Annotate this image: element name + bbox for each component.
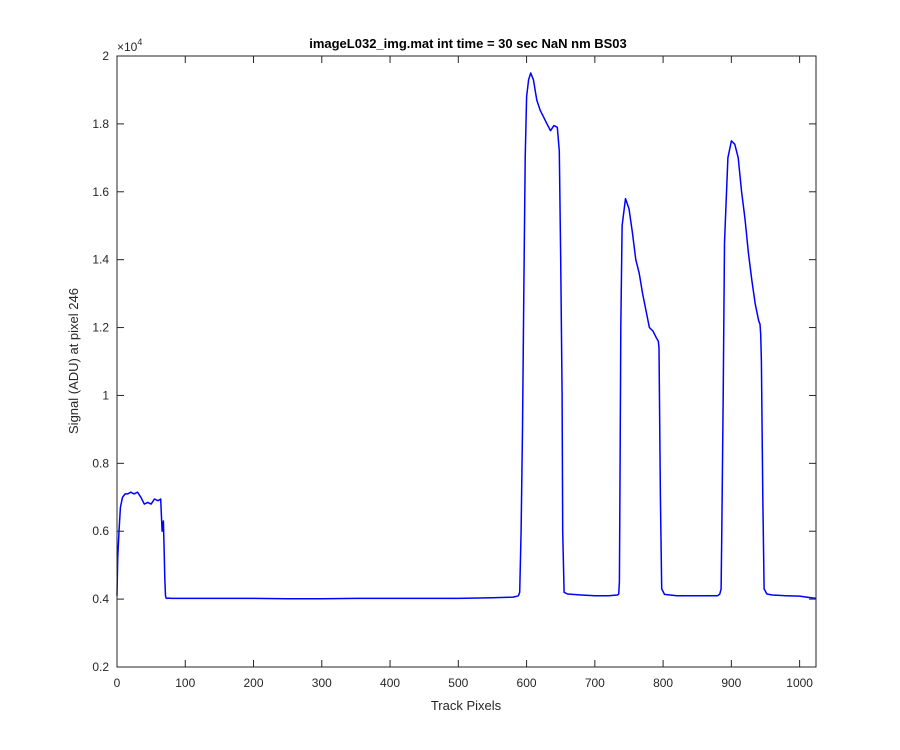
y-axis-label: Signal (ADU) at pixel 246: [66, 288, 81, 434]
chart-title: imageL032_img.mat int time = 30 sec NaN …: [309, 36, 627, 51]
y-tick-label: 0.2: [92, 660, 109, 674]
axes-box: [116, 55, 817, 668]
y-exponent-power: 4: [137, 37, 142, 47]
x-tick-label: 700: [585, 676, 605, 690]
series-layer: [116, 72, 817, 600]
axes-background: [117, 56, 816, 667]
y-tick-label: 0.4: [92, 592, 109, 606]
x-tick-label: 0: [114, 676, 121, 690]
y-axis-ticks: 0.2 0.4 0.6 0.8 1 1.2 1.4 1.6 1.8 2: [92, 49, 816, 674]
x-tick-label: 800: [653, 676, 673, 690]
x-tick-label: 900: [721, 676, 741, 690]
x-tick-label: 100: [175, 676, 195, 690]
y-tick-label: 1.4: [92, 253, 109, 267]
y-exponent-base: ×10: [117, 40, 138, 54]
series-line: [116, 72, 817, 600]
x-tick-label: 200: [244, 676, 264, 690]
y-tick-label: 2: [102, 49, 109, 63]
x-tick-label: 400: [380, 676, 400, 690]
x-axis-label: Track Pixels: [431, 698, 502, 713]
plot-area: [116, 55, 817, 668]
x-tick-label: 1000: [786, 676, 813, 690]
x-tick-label: 300: [312, 676, 332, 690]
y-tick-label: 0.8: [92, 456, 109, 470]
y-tick-label: 1.8: [92, 117, 109, 131]
y-tick-label: 1: [102, 388, 109, 402]
y-axis-exponent: ×104: [117, 37, 142, 54]
y-tick-label: 1.2: [92, 321, 109, 335]
x-tick-label: 500: [448, 676, 468, 690]
x-axis-ticks: 0 100 200 300 400 500 600 700 800 900 1000: [114, 56, 813, 690]
y-tick-label: 0.6: [92, 524, 109, 538]
y-tick-label: 1.6: [92, 185, 109, 199]
x-tick-label: 600: [517, 676, 537, 690]
